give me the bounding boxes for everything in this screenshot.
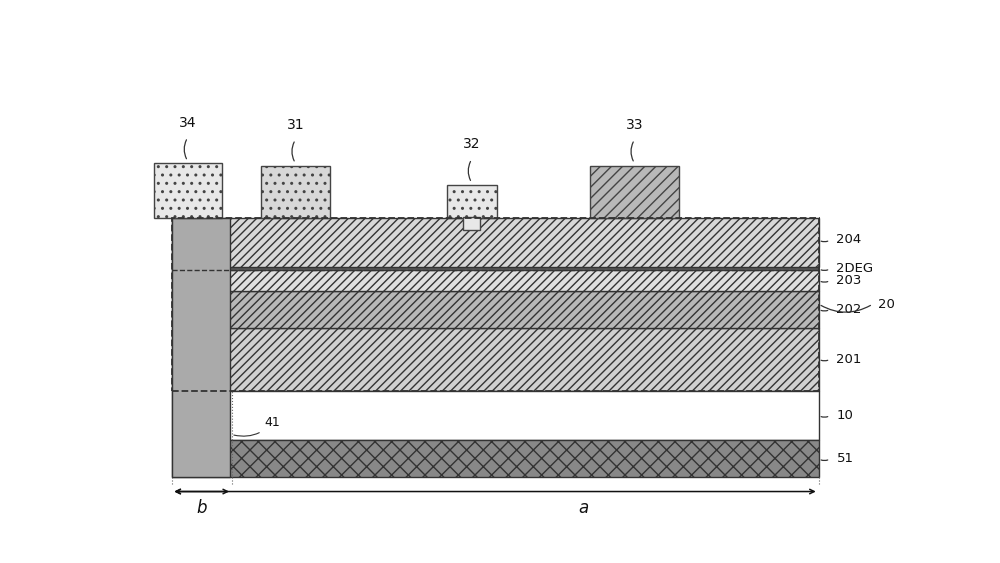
Bar [172,391,819,440]
Bar [172,328,819,391]
Bar [172,217,819,267]
Text: 202: 202 [836,303,862,316]
Bar [154,163,222,217]
Bar [172,217,819,391]
Text: 20: 20 [878,297,895,311]
Text: 32: 32 [463,137,481,151]
Text: 203: 203 [836,274,862,287]
Text: 41: 41 [234,417,280,436]
Text: 51: 51 [836,452,853,465]
Text: 201: 201 [836,352,862,365]
Bar [261,166,330,217]
Text: b: b [196,499,207,517]
Bar [463,217,480,230]
Text: 31: 31 [287,118,304,132]
Bar [447,185,497,217]
Bar [172,267,819,270]
Text: 204: 204 [836,234,862,247]
Text: 34: 34 [179,115,197,129]
Bar [590,166,679,217]
Bar [172,217,230,477]
Text: a: a [579,499,589,517]
Bar [172,270,819,291]
Bar [172,440,819,477]
Text: 33: 33 [626,118,643,132]
Text: 10: 10 [836,409,853,422]
Text: 2DEG: 2DEG [836,262,874,275]
Bar [172,291,819,328]
